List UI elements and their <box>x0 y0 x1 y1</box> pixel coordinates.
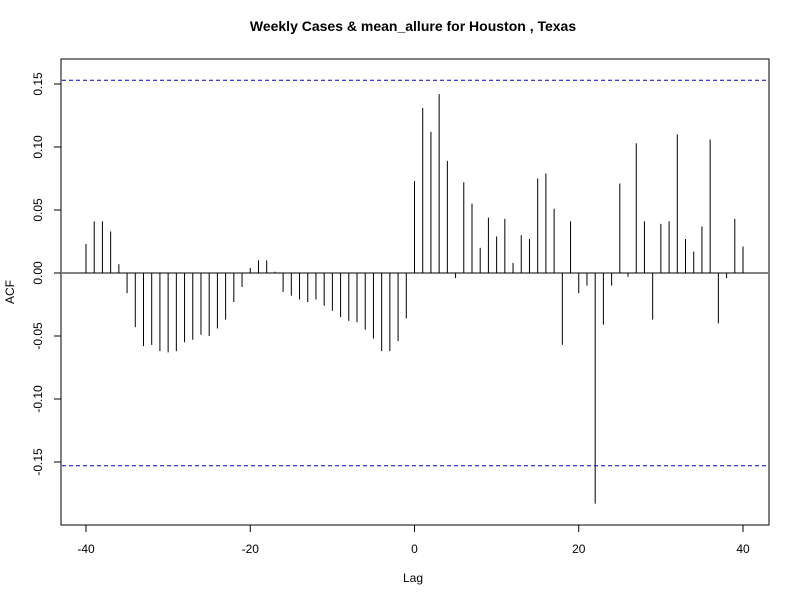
y-axis-label: ACF <box>3 280 17 304</box>
x-tick-label: 40 <box>736 542 750 556</box>
y-tick-label: -0.05 <box>31 322 45 350</box>
x-axis: -40 -20 0 20 40 <box>77 524 750 556</box>
x-axis-label: Lag <box>403 571 423 585</box>
y-tick-label: 0.10 <box>31 135 45 159</box>
x-tick-label: 20 <box>572 542 586 556</box>
acf-spikes <box>85 94 744 504</box>
y-tick-label: 0.05 <box>31 198 45 222</box>
y-tick-label: 0.00 <box>31 261 45 285</box>
y-tick-label: 0.15 <box>31 72 45 96</box>
chart-title: Weekly Cases & mean_allure for Houston ,… <box>250 18 576 34</box>
y-axis: -0.15 -0.10 -0.05 0.00 0.05 0.10 0.15 <box>31 72 62 476</box>
confidence-bounds <box>62 79 768 467</box>
x-tick-label: 0 <box>411 542 418 556</box>
plot-frame <box>60 58 770 526</box>
x-tick-label: -40 <box>77 542 95 556</box>
y-tick-label: -0.15 <box>31 448 45 476</box>
y-tick-label: -0.10 <box>31 385 45 413</box>
x-tick-label: -20 <box>242 542 260 556</box>
